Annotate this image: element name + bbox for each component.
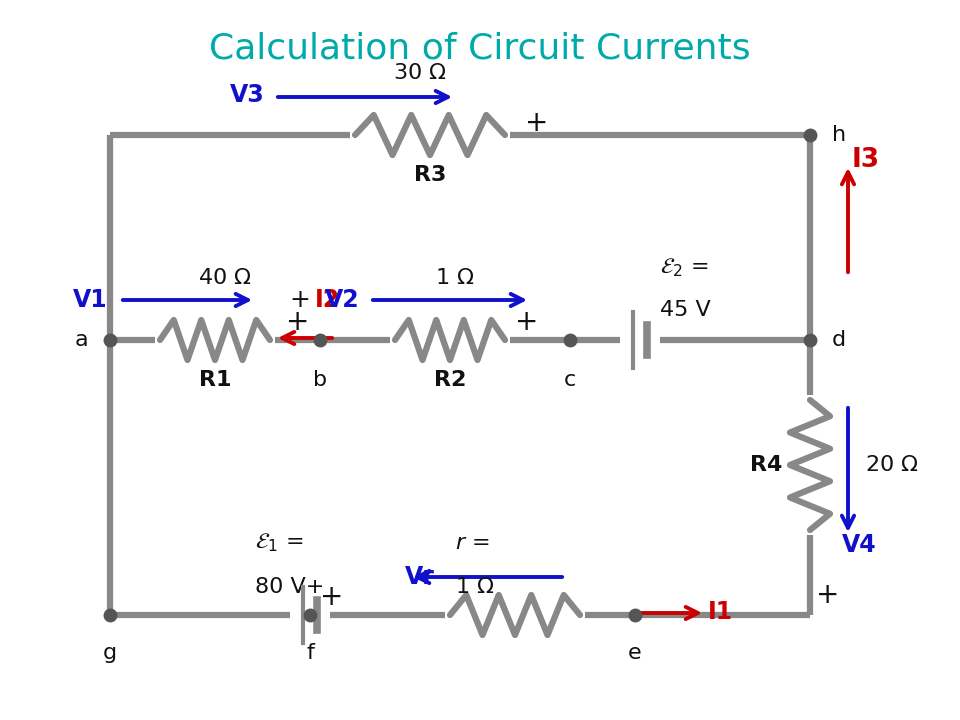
Text: 1 $\Omega$: 1 $\Omega$ [435, 268, 474, 288]
Text: d: d [832, 330, 846, 350]
Text: I3: I3 [852, 147, 880, 173]
Text: I1: I1 [708, 600, 733, 624]
Text: a: a [74, 330, 88, 350]
Text: $\mathcal{E}_2$ =: $\mathcal{E}_2$ = [660, 257, 708, 279]
Text: f: f [306, 643, 314, 663]
Text: Vr: Vr [405, 565, 435, 589]
Text: +: + [286, 308, 310, 336]
Text: $\mathcal{E}_1$ =: $\mathcal{E}_1$ = [255, 531, 303, 554]
Text: V1: V1 [73, 288, 108, 312]
Text: 1 $\Omega$: 1 $\Omega$ [455, 577, 494, 597]
Text: 45 V: 45 V [660, 300, 710, 320]
Text: c: c [564, 370, 576, 390]
Text: R4: R4 [750, 455, 782, 475]
Text: +: + [816, 581, 840, 609]
Text: h: h [832, 125, 846, 145]
Text: V4: V4 [842, 533, 876, 557]
Text: g: g [103, 643, 117, 663]
Text: I2: I2 [315, 288, 340, 312]
Text: R2: R2 [434, 370, 467, 390]
Text: +: + [321, 583, 344, 611]
Text: R1: R1 [199, 370, 231, 390]
Text: V3: V3 [230, 83, 265, 107]
Text: 30 $\Omega$: 30 $\Omega$ [394, 63, 446, 83]
Text: R3: R3 [414, 165, 446, 185]
Text: +: + [516, 308, 539, 336]
Text: e: e [628, 643, 642, 663]
Text: V2: V2 [325, 288, 360, 312]
Text: +: + [290, 288, 310, 312]
Text: 20 $\Omega$: 20 $\Omega$ [865, 455, 919, 475]
Text: b: b [313, 370, 327, 390]
Text: +: + [525, 109, 549, 137]
Text: 40 $\Omega$: 40 $\Omega$ [199, 268, 252, 288]
Text: 80 V+: 80 V+ [255, 577, 324, 597]
Text: $r$ =: $r$ = [455, 533, 490, 553]
Text: Calculation of Circuit Currents: Calculation of Circuit Currents [209, 31, 751, 65]
